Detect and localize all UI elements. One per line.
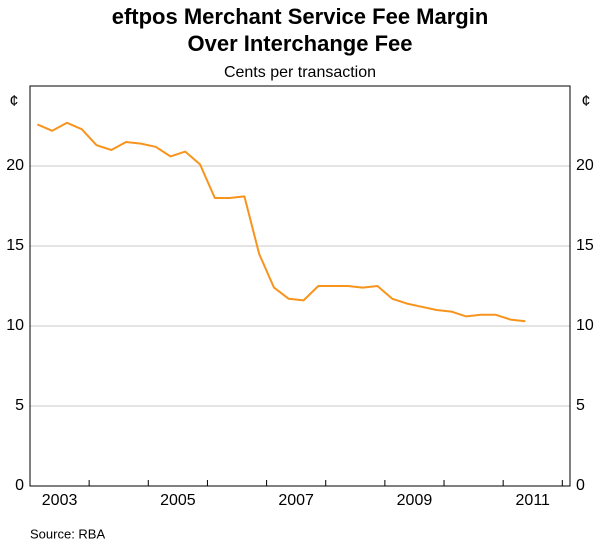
y-tick-label: 5 — [576, 397, 585, 414]
y-unit: ¢ — [10, 93, 19, 110]
x-tick-label: 2011 — [516, 492, 551, 509]
y-tick-label: 10 — [576, 317, 594, 334]
source: Source: RBA — [30, 526, 105, 541]
y-tick-label: 20 — [6, 157, 24, 174]
y-tick-label: 0 — [15, 477, 24, 494]
chart-subtitle: Cents per transaction — [224, 64, 376, 81]
chart-title: eftpos Merchant Service Fee Margin — [112, 4, 489, 29]
y-tick-label: 0 — [576, 477, 585, 494]
x-tick-label: 2005 — [160, 492, 196, 509]
plot-frame — [29, 85, 571, 487]
x-tick-label: 2003 — [42, 492, 78, 509]
x-tick-label: 2009 — [397, 492, 433, 509]
y-tick-label: 20 — [576, 157, 594, 174]
chart-title: Over Interchange Fee — [188, 31, 413, 56]
data-line — [36, 121, 526, 323]
y-tick-label: 5 — [15, 397, 24, 414]
y-tick-label: 15 — [6, 237, 24, 254]
x-tick-label: 2007 — [278, 492, 314, 509]
y-unit: ¢ — [582, 93, 591, 110]
y-tick-label: 15 — [576, 237, 594, 254]
y-tick-label: 10 — [6, 317, 24, 334]
